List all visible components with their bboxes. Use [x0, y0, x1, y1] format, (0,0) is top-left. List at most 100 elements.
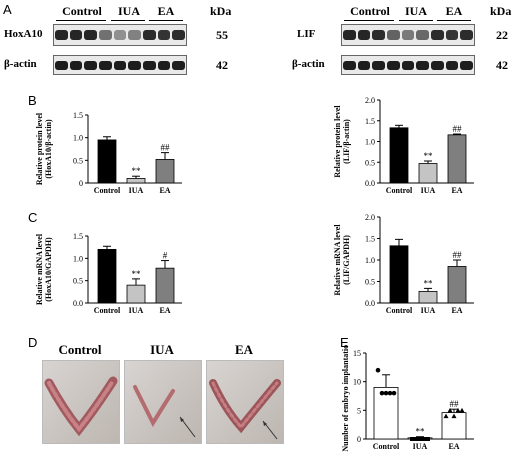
- blot-band: [445, 60, 459, 70]
- category-label: Control: [386, 306, 413, 315]
- panel-label-e: E: [340, 335, 349, 350]
- data-point: [426, 437, 430, 441]
- y-tick-label: 1.5: [73, 232, 83, 241]
- data-point: [455, 407, 461, 413]
- data-point: [451, 413, 457, 419]
- category-label: IUA: [421, 186, 436, 195]
- blot-band: [128, 30, 141, 40]
- significance-marker: ##: [450, 399, 460, 409]
- blot-band: [357, 60, 371, 70]
- y-axis-label: Relative protein level: [333, 105, 342, 178]
- blot-band: [387, 60, 400, 70]
- blot-band: [113, 60, 127, 70]
- blot-strip-beta-actin: [341, 55, 475, 75]
- category-label: EA: [451, 186, 462, 195]
- y-tick-label: 10: [353, 378, 361, 387]
- y-tick-label: 15: [353, 349, 361, 358]
- blot-band: [172, 60, 185, 70]
- data-point: [418, 437, 422, 441]
- y-axis-label: (LIF/GAPDH): [342, 235, 351, 285]
- blot-band: [55, 60, 68, 70]
- blot-group-iua: IUA: [117, 4, 140, 18]
- photo-label-ea: EA: [234, 342, 254, 357]
- y-tick-label: 1.0: [73, 134, 83, 143]
- blot-band: [431, 60, 444, 70]
- uterus-photo-control: [42, 360, 120, 444]
- y-axis-label: (LIF/β-actin): [342, 119, 351, 164]
- blot-band: [69, 30, 83, 40]
- significance-marker: **: [132, 166, 142, 176]
- y-tick-label: 2.0: [365, 213, 375, 222]
- blot-group-control: Control: [62, 4, 102, 18]
- y-tick-label: 1.5: [365, 235, 375, 244]
- y-tick-label: 1.0: [73, 254, 83, 263]
- blot-band: [157, 60, 171, 70]
- category-label: IUA: [129, 186, 144, 195]
- blot-group-line: [399, 20, 433, 21]
- bar-chart-hoxa10-protein: 0 0.5 1.0 1.5 Relative protein level (HoxA10/…: [35, 111, 182, 195]
- bar: [155, 267, 175, 304]
- y-axis-label: Relative protein level: [35, 112, 44, 185]
- category-label: Control: [386, 186, 413, 195]
- blot-band: [143, 30, 156, 40]
- category-label: EA: [159, 186, 170, 195]
- y-tick-label: 1.5: [365, 117, 375, 126]
- significance-marker: ##: [161, 143, 171, 153]
- blot-band: [343, 30, 356, 40]
- category-label: IUA: [129, 306, 144, 315]
- blot-row-label: β-actin: [292, 58, 325, 70]
- blot-group-line: [437, 20, 471, 21]
- significance-marker: ##: [453, 124, 463, 134]
- data-point: [447, 407, 453, 413]
- category-label: EA: [451, 306, 462, 315]
- bar: [389, 245, 409, 304]
- y-tick-label: 1.0: [365, 256, 375, 265]
- y-axis-label: (HoxA10/GAPDH): [44, 237, 53, 302]
- blot-group-line: [149, 20, 183, 21]
- y-tick-label: 0.5: [73, 277, 83, 286]
- data-point: [410, 437, 414, 441]
- photo-label-control: Control: [58, 342, 102, 357]
- y-tick-label: 0.5: [365, 158, 375, 167]
- kda-value: 22: [496, 28, 508, 42]
- blot-band: [460, 30, 473, 40]
- blot-strip-beta-actin: [53, 55, 187, 75]
- kda-value: 55: [216, 28, 228, 42]
- blot-band: [99, 30, 112, 40]
- y-tick-label: 1.5: [73, 111, 83, 120]
- blot-band: [401, 60, 415, 70]
- y-tick-label: 5: [357, 406, 361, 415]
- blot-row-label: HoxA10: [4, 28, 43, 40]
- blot-band: [431, 30, 444, 40]
- significance-marker: **: [132, 269, 142, 279]
- bar: [126, 284, 146, 304]
- bar-chart-lif-protein: 0.0 0.5 1.0 1.5 2.0 Relative protein level (LI…: [333, 96, 474, 195]
- blot-band: [84, 30, 97, 40]
- blot-band: [460, 60, 473, 70]
- y-tick-label: 0.0: [73, 299, 83, 308]
- photo-label-iua: IUA: [150, 342, 174, 357]
- significance-marker: **: [424, 151, 434, 161]
- blot-band: [55, 30, 68, 40]
- y-axis-label: Relative mRNA level: [35, 233, 44, 305]
- y-tick-label: 0.5: [365, 278, 375, 287]
- panel-label-b: B: [28, 93, 37, 108]
- kda-header: kDa: [490, 4, 512, 18]
- blot-group-line: [56, 20, 106, 21]
- blot-band: [99, 60, 112, 70]
- bar-chart-lif-mrna: 0.0 0.5 1.0 1.5 2.0 Relative mRNA level (LIF/G…: [333, 213, 474, 315]
- bar-chart-hoxa10-mrna: 0.0 0.5 1.0 1.5 Relative mRNA level (HoxA10/G…: [35, 232, 182, 315]
- blot-band: [84, 60, 97, 70]
- blot-band: [372, 60, 385, 70]
- blot-band: [416, 60, 429, 70]
- blot-band: [113, 30, 127, 40]
- blot-group-ea: EA: [445, 4, 463, 18]
- data-point: [379, 390, 385, 396]
- blot-band: [372, 30, 385, 40]
- uterus-photo-ea: [206, 360, 284, 444]
- category-label: EA: [159, 306, 170, 315]
- y-tick-label: 1.0: [365, 138, 375, 147]
- bar: [447, 266, 467, 304]
- data-point: [387, 390, 393, 396]
- panel-label-a: A: [3, 2, 12, 17]
